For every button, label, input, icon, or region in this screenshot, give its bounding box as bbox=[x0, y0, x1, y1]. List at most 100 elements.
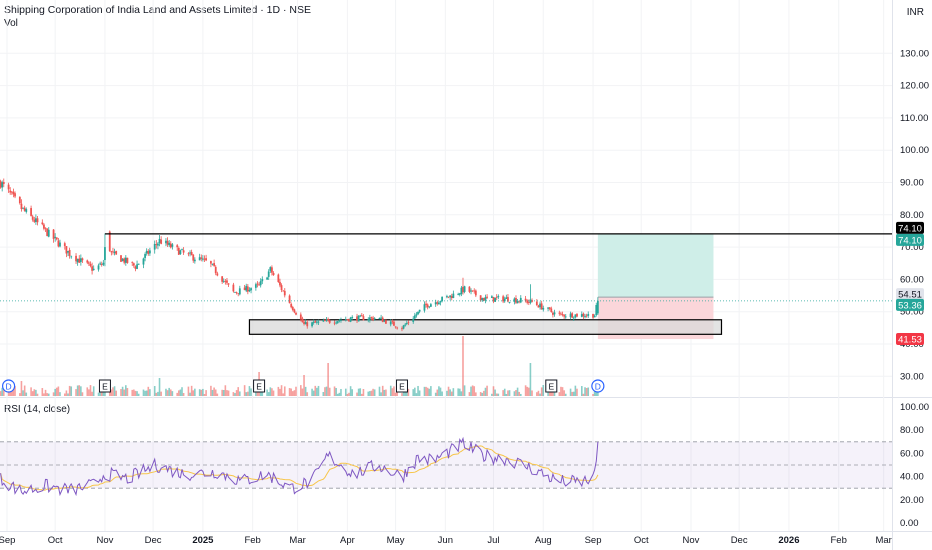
candle-body bbox=[176, 245, 179, 248]
candle-body bbox=[479, 295, 482, 301]
volume-bar bbox=[434, 392, 437, 396]
candle-body bbox=[368, 317, 371, 320]
candle-body bbox=[226, 280, 228, 283]
volume-bar bbox=[542, 385, 545, 396]
earnings-marker bbox=[98, 379, 111, 393]
rsi-legend-label[interactable]: RSI (14, close) bbox=[4, 404, 71, 415]
volume-bar bbox=[142, 389, 145, 396]
candle-body bbox=[102, 262, 105, 265]
volume-bar bbox=[14, 386, 16, 396]
volume-bar bbox=[450, 391, 453, 396]
volume-bar bbox=[593, 390, 596, 396]
volume-bar bbox=[168, 387, 170, 396]
volume-bar bbox=[295, 386, 297, 396]
candle-body bbox=[458, 293, 461, 295]
volume-bar bbox=[346, 393, 349, 396]
candle-body bbox=[46, 228, 49, 237]
candle-body bbox=[348, 318, 350, 322]
volume-bar bbox=[232, 392, 235, 396]
volume-bar bbox=[367, 391, 370, 396]
volume-bar bbox=[357, 388, 360, 396]
volume-bar bbox=[277, 386, 280, 396]
candle-body bbox=[259, 281, 262, 286]
candle-body bbox=[124, 257, 127, 263]
candle-body bbox=[503, 298, 506, 302]
candle-body bbox=[91, 266, 93, 271]
volume-bar bbox=[97, 392, 100, 396]
volume-bar bbox=[205, 390, 207, 396]
volume-bar bbox=[33, 389, 36, 396]
volume-bar bbox=[306, 392, 309, 396]
stop-price-tag: 41.53 bbox=[898, 335, 922, 346]
volume-bar bbox=[412, 389, 415, 396]
rsi-tick-label: 100.00 bbox=[900, 402, 929, 413]
candle-body bbox=[147, 251, 150, 254]
candle-body bbox=[134, 266, 137, 269]
volume-bar bbox=[502, 390, 504, 396]
candle-body bbox=[189, 252, 191, 254]
volume-bar bbox=[438, 386, 440, 396]
last-price-tag-bg bbox=[896, 298, 924, 311]
candle-body bbox=[20, 203, 23, 210]
volume-bar bbox=[202, 388, 204, 396]
volume-bar bbox=[226, 390, 228, 396]
time-tick-label: 2026 bbox=[778, 535, 799, 546]
candle-body bbox=[121, 258, 124, 261]
candle-body bbox=[340, 320, 342, 321]
volume-bar bbox=[563, 390, 565, 396]
candle-body bbox=[447, 296, 450, 298]
candle-body bbox=[203, 258, 206, 260]
volume-bar bbox=[121, 386, 124, 396]
stop-price-tag-bg bbox=[896, 333, 924, 346]
candle-body bbox=[254, 284, 257, 288]
candle-body bbox=[267, 271, 270, 277]
volume-bar bbox=[531, 390, 533, 396]
candle-body bbox=[460, 287, 463, 295]
candle-body bbox=[535, 301, 538, 306]
volume-bar bbox=[120, 389, 122, 396]
volume-bar bbox=[239, 391, 241, 396]
time-tick-label: Sep bbox=[0, 535, 15, 546]
volume-bar bbox=[587, 387, 590, 396]
volume-bar bbox=[221, 389, 223, 396]
candle-body bbox=[470, 290, 472, 292]
volume-bar bbox=[214, 389, 217, 396]
candle-body bbox=[153, 243, 156, 250]
volume-bar bbox=[536, 392, 538, 396]
volume-bar bbox=[462, 336, 464, 396]
rsi-tick-label: 40.00 bbox=[900, 472, 924, 483]
volume-bar bbox=[372, 388, 374, 396]
candle-body bbox=[563, 314, 566, 317]
volume-bar bbox=[227, 390, 230, 396]
volume-bar bbox=[192, 390, 195, 396]
candle-body bbox=[23, 207, 26, 211]
candle-body bbox=[452, 293, 455, 298]
volume-bar bbox=[378, 386, 381, 396]
candle-body bbox=[36, 218, 39, 223]
volume-bar bbox=[125, 385, 127, 396]
price-tick-label: 120.00 bbox=[900, 81, 929, 92]
dividend-marker-label: D bbox=[6, 382, 12, 392]
volume-bar bbox=[574, 385, 577, 396]
volume-bar bbox=[283, 386, 286, 396]
volume-bar bbox=[446, 390, 448, 396]
candle-body bbox=[378, 317, 381, 319]
candle-body bbox=[75, 255, 77, 262]
candle-body bbox=[177, 247, 180, 255]
candle-body bbox=[171, 244, 174, 247]
volume-legend-label[interactable]: Vol bbox=[4, 18, 18, 29]
volume-bar bbox=[524, 385, 527, 396]
volume-bar bbox=[22, 390, 24, 396]
candle-body bbox=[108, 231, 111, 252]
candle-body bbox=[158, 238, 161, 243]
time-tick-label: Feb bbox=[831, 535, 847, 546]
candle-body bbox=[169, 243, 172, 248]
candle-body bbox=[246, 286, 249, 292]
currency-label[interactable]: INR bbox=[906, 7, 924, 18]
volume-bar bbox=[136, 391, 138, 396]
volume-bar bbox=[303, 375, 305, 396]
candle-body bbox=[569, 313, 572, 318]
volume-bar bbox=[389, 385, 392, 396]
candle-body bbox=[303, 321, 305, 324]
